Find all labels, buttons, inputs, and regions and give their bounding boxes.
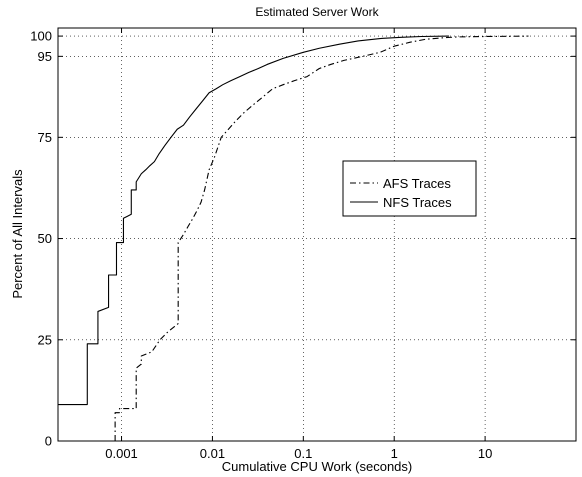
legend-label-afs: AFS Traces (383, 176, 451, 191)
y-tick-label: 100 (30, 29, 52, 44)
legend: AFS Traces NFS Traces (342, 160, 477, 217)
grid (58, 28, 576, 442)
legend-box (342, 160, 477, 217)
x-tick-label: 0.001 (105, 446, 138, 461)
y-tick-label: 50 (38, 231, 52, 246)
x-tick-label: 0.01 (200, 446, 225, 461)
y-tick-label: 25 (38, 332, 52, 347)
y-tick-label: 75 (38, 130, 52, 145)
series-line-nfs (58, 35, 449, 406)
x-tick-label: 10 (478, 446, 492, 461)
plot-frame (57, 27, 577, 442)
y-tick-label: 0 (45, 434, 52, 449)
chart-title: Estimated Server Work (255, 5, 379, 19)
x-tick-label: 0.1 (294, 446, 312, 461)
series-line-afs (114, 35, 529, 441)
series-layer (58, 35, 529, 441)
legend-label-nfs: NFS Traces (383, 195, 452, 210)
x-axis-title: Cumulative CPU Work (seconds) (222, 459, 412, 474)
y-axis-title: Percent of All Intervals (10, 169, 25, 299)
x-tick-label: 1 (391, 446, 398, 461)
y-tick-label: 95 (38, 49, 52, 64)
